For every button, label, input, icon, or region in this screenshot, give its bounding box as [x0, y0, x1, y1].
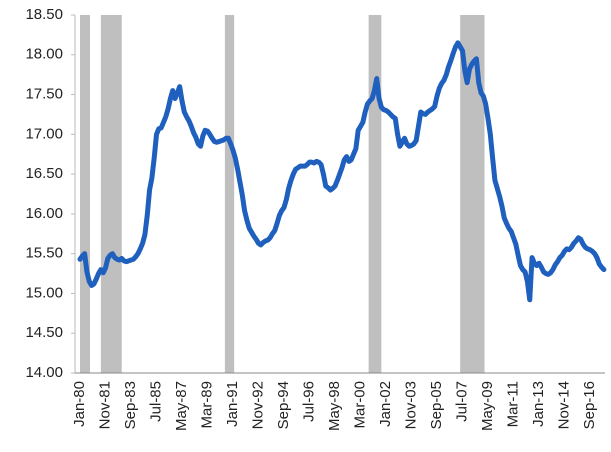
- x-tick-label: May-98: [326, 381, 343, 431]
- x-tick-label: Jan-91: [224, 381, 241, 427]
- x-tick-label: Jan-13: [530, 381, 547, 427]
- y-tick-label: 18.00: [25, 46, 63, 63]
- x-tick-label: Nov-14: [555, 381, 572, 429]
- x-tick-label: Jan-80: [71, 381, 88, 427]
- x-tick-label: Nov-03: [402, 381, 419, 429]
- data-line: [77, 40, 607, 303]
- x-tick-label: Jul-96: [300, 381, 317, 422]
- recession-band: [100, 15, 122, 373]
- y-tick-label: 15.00: [25, 284, 63, 301]
- y-tick-label: 15.50: [25, 245, 63, 262]
- recession-band: [368, 15, 382, 373]
- recession-band: [80, 15, 90, 373]
- x-tick-label: Mar-89: [198, 381, 215, 429]
- x-tick-label: May-87: [173, 381, 190, 431]
- x-tick-label: Sep-83: [122, 381, 139, 429]
- x-tick-label: Nov-92: [249, 381, 266, 429]
- x-tick-label: Nov-81: [96, 381, 113, 429]
- y-tick-label: 16.00: [25, 205, 63, 222]
- y-tick-label: 17.00: [25, 125, 63, 142]
- y-tick-label: 14.00: [25, 364, 63, 381]
- x-tick-label: Sep-94: [275, 381, 292, 429]
- y-tick-label: 17.50: [25, 86, 63, 103]
- x-tick-label: Sep-05: [428, 381, 445, 429]
- y-tick-label: 14.50: [25, 324, 63, 341]
- x-tick-label: Jul-85: [147, 381, 164, 422]
- x-tick-label: Jul-07: [453, 381, 470, 422]
- x-tick-label: Jan-02: [377, 381, 394, 427]
- x-tick-label: Mar-00: [351, 381, 368, 429]
- x-tick-label: Mar-11: [504, 381, 521, 427]
- y-tick-label: 16.50: [25, 165, 63, 182]
- x-tick-label: Sep-16: [581, 381, 598, 429]
- y-tick-label: 18.50: [25, 6, 63, 23]
- x-tick-label: May-09: [479, 381, 496, 431]
- recession-band: [224, 15, 235, 373]
